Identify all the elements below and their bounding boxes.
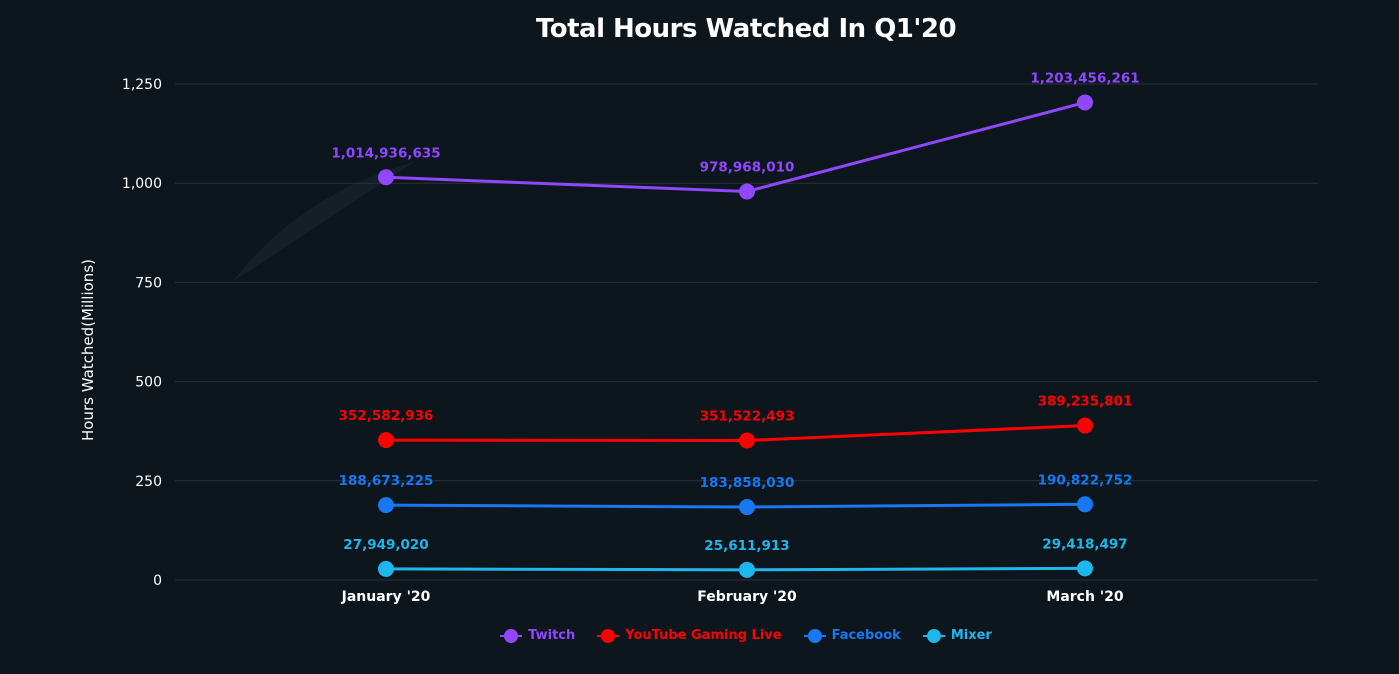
data-point: [739, 432, 755, 449]
data-point: [1077, 560, 1093, 577]
y-tick-label: 250: [135, 474, 162, 490]
chart-title: Total Hours Watched In Q1'20: [535, 14, 957, 44]
data-label: 29,418,497: [1042, 536, 1127, 552]
data-point: [378, 560, 394, 577]
data-label: 1,014,936,635: [331, 145, 440, 161]
legend-item[interactable]: Facebook: [803, 628, 901, 643]
data-label: 352,582,936: [339, 408, 434, 424]
data-point: [378, 169, 394, 186]
data-label: 978,968,010: [700, 160, 795, 176]
series-line: [385, 424, 1086, 443]
data-point: [378, 432, 394, 449]
data-label: 27,949,020: [343, 537, 428, 553]
legend-swatch-icon: [803, 628, 826, 643]
legend-label: YouTube Gaming Live: [625, 628, 782, 643]
legend-item[interactable]: Twitch: [500, 628, 575, 643]
series-line: [385, 502, 1086, 509]
x-tick-label: March '20: [1046, 589, 1123, 605]
legend-swatch-icon: [597, 628, 620, 643]
legend-item[interactable]: Mixer: [922, 628, 992, 643]
legend-label: Twitch: [528, 628, 576, 643]
legend-label: Facebook: [831, 628, 901, 643]
data-label: 188,673,225: [339, 473, 434, 489]
legend: Twitch YouTube Gaming Live Facebook Mixer: [0, 628, 1399, 643]
data-point: [739, 561, 755, 578]
series-line: [385, 566, 1086, 572]
data-point: [739, 183, 755, 200]
data-label: 25,611,913: [704, 538, 789, 554]
data-label: 1,203,456,261: [1030, 70, 1139, 86]
legend-label: Mixer: [950, 628, 992, 643]
data-point: [1077, 417, 1093, 434]
x-tick-label: February '20: [697, 589, 797, 605]
y-tick-label: 500: [135, 375, 162, 391]
data-point: [739, 499, 755, 516]
x-tick-label: January '20: [341, 589, 431, 605]
legend-swatch-icon: [922, 628, 945, 643]
data-label: 389,235,801: [1038, 394, 1133, 410]
legend-item[interactable]: YouTube Gaming Live: [597, 628, 782, 643]
data-label: 190,822,752: [1038, 472, 1133, 488]
y-tick-label: 1,000: [122, 176, 162, 192]
y-tick-label: 1,250: [122, 77, 162, 93]
data-point: [1077, 94, 1093, 111]
y-tick-label: 0: [153, 573, 162, 589]
y-tick-label: 750: [135, 275, 162, 291]
data-point: [378, 497, 394, 514]
legend-swatch-icon: [500, 628, 523, 643]
series-line: [385, 101, 1086, 194]
data-point: [1077, 496, 1093, 513]
data-label: 351,522,493: [700, 409, 795, 425]
data-label: 183,858,030: [700, 475, 795, 491]
